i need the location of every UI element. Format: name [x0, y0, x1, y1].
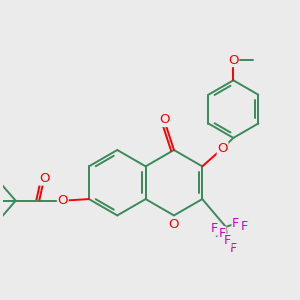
- Text: O: O: [159, 113, 169, 126]
- Text: O: O: [169, 218, 179, 231]
- Text: F: F: [211, 222, 218, 235]
- Text: O: O: [217, 142, 228, 155]
- Text: F: F: [224, 234, 231, 247]
- Text: O: O: [39, 172, 50, 185]
- Text: F: F: [230, 242, 237, 255]
- Text: F: F: [232, 217, 239, 230]
- Text: O: O: [228, 53, 238, 67]
- Text: F: F: [219, 227, 226, 240]
- Text: F: F: [241, 220, 248, 233]
- Text: O: O: [58, 194, 68, 207]
